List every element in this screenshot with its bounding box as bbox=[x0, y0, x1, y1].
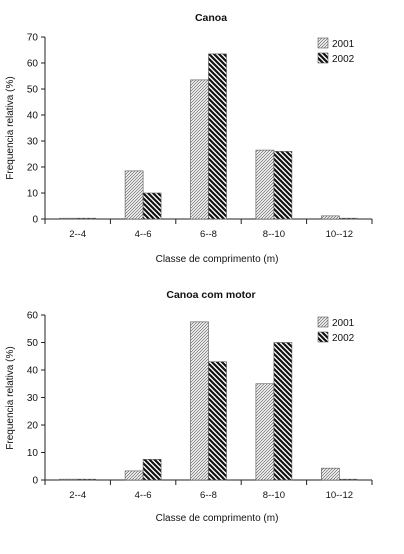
y-tick-label: 0 bbox=[32, 215, 38, 226]
y-tick-label: 40 bbox=[27, 366, 39, 377]
y-tick-label: 0 bbox=[32, 476, 38, 487]
legend-swatch bbox=[317, 331, 329, 343]
legend-label: 2002 bbox=[332, 333, 355, 344]
bar-2001 bbox=[255, 383, 275, 481]
y-tick-label: 60 bbox=[27, 311, 39, 322]
x-tick-label: 6--8 bbox=[200, 490, 217, 501]
x-tick-label: 8--10 bbox=[263, 490, 285, 501]
bar-2002 bbox=[77, 478, 96, 481]
bar-2001 bbox=[124, 170, 144, 220]
legend-label: 2001 bbox=[332, 39, 355, 50]
bar-2001 bbox=[190, 321, 209, 481]
x-tick-label: 4--6 bbox=[135, 490, 152, 501]
bar-2002 bbox=[77, 217, 96, 220]
legend-swatch bbox=[317, 37, 329, 49]
x-tick-label: 6--8 bbox=[200, 229, 217, 240]
y-tick-label: 20 bbox=[27, 163, 39, 174]
chart-title: Canoa com motor bbox=[166, 289, 255, 301]
y-tick-label: 10 bbox=[27, 448, 39, 459]
x-axis-label: Classe de comprimento (m) bbox=[156, 513, 279, 524]
legend-label: 2002 bbox=[332, 54, 355, 65]
bar-2001 bbox=[124, 470, 144, 481]
bar-2001 bbox=[190, 79, 209, 220]
bar-2001 bbox=[320, 215, 340, 220]
chart-panel-canoa: Canoa Frequencia relativa (%) Classe de … bbox=[5, 12, 373, 265]
bar-2001 bbox=[59, 478, 79, 481]
legend-swatch bbox=[317, 52, 329, 64]
y-axis-label: Frequencia relativa (%) bbox=[5, 346, 16, 449]
bar-2001 bbox=[59, 217, 79, 220]
y-tick-label: 70 bbox=[27, 33, 39, 44]
y-tick-label: 40 bbox=[27, 111, 39, 122]
y-tick-label: 50 bbox=[27, 338, 39, 349]
y-tick-label: 30 bbox=[27, 393, 39, 404]
x-tick-label: 8--10 bbox=[263, 229, 285, 240]
bar-2001 bbox=[255, 149, 275, 220]
bar-2002 bbox=[208, 53, 227, 220]
bar-2002 bbox=[338, 478, 358, 481]
bar-2002 bbox=[208, 361, 227, 481]
y-tick-label: 60 bbox=[27, 59, 39, 70]
bar-2002 bbox=[273, 342, 293, 481]
chart-panel-canoa-com-motor: Canoa com motor Frequencia relativa (%) … bbox=[5, 289, 373, 524]
legend-label: 2001 bbox=[332, 318, 355, 329]
x-tick-label: 10--12 bbox=[326, 229, 353, 240]
y-tick-label: 20 bbox=[27, 421, 39, 432]
y-axis-label: Frequencia relativa (%) bbox=[5, 76, 16, 179]
y-tick-label: 50 bbox=[27, 85, 39, 96]
x-axis-label: Classe de comprimento (m) bbox=[156, 254, 279, 265]
chart-title: Canoa bbox=[195, 12, 227, 24]
x-tick-label: 2--4 bbox=[69, 229, 86, 240]
bar-2001 bbox=[320, 467, 340, 481]
legend-swatch bbox=[317, 316, 329, 328]
y-tick-label: 30 bbox=[27, 137, 39, 148]
x-tick-label: 4--6 bbox=[135, 229, 152, 240]
bar-2002 bbox=[142, 459, 162, 481]
bar-2002 bbox=[273, 151, 293, 220]
bar-2002 bbox=[142, 192, 162, 220]
x-tick-label: 2--4 bbox=[69, 490, 86, 501]
y-tick-label: 10 bbox=[27, 189, 39, 200]
bar-2002 bbox=[338, 217, 358, 220]
x-tick-label: 10--12 bbox=[326, 490, 353, 501]
